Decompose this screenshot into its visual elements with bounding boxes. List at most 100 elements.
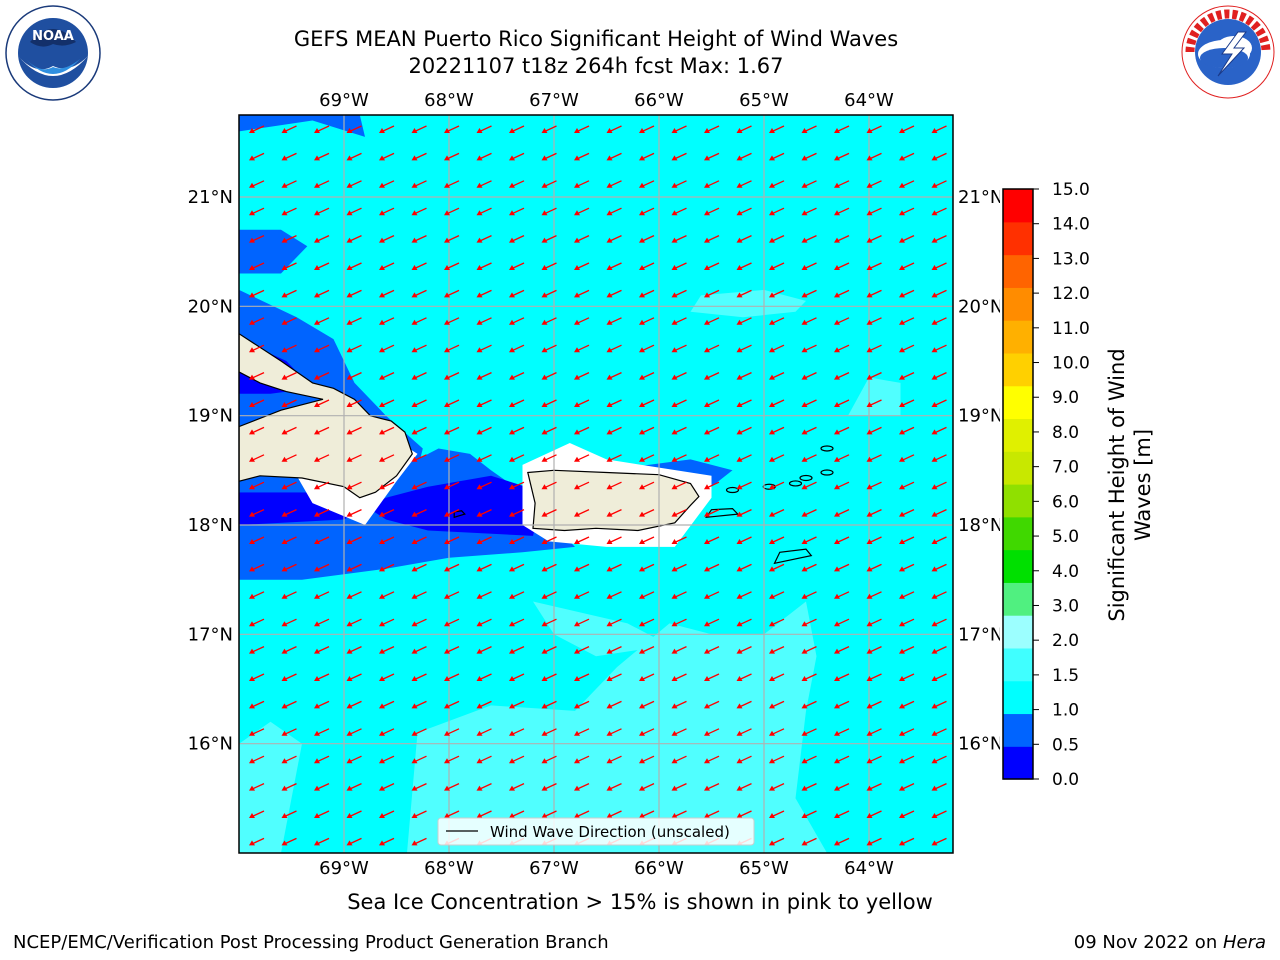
wave-arrow-head	[639, 429, 645, 435]
wave-arrow-head	[574, 347, 580, 353]
colorbar-segment	[1003, 484, 1033, 518]
wave-arrow-head	[509, 292, 515, 298]
wave-arrow-head	[411, 484, 418, 490]
wave-arrow-head	[931, 265, 938, 270]
wave-arrow-head	[899, 484, 905, 490]
wave-arrow-head	[931, 128, 938, 133]
wave-arrow-head	[541, 456, 548, 462]
wave-arrow-head	[639, 785, 645, 791]
wave-arrow-head	[574, 402, 580, 407]
wave-arrow-head	[769, 456, 775, 462]
wave-arrow-head	[606, 785, 613, 791]
wave-arrow-head	[281, 128, 288, 133]
colorbar-segment	[1003, 418, 1033, 452]
lat-tick-left: 21°N	[188, 187, 233, 208]
wave-arrow-head	[574, 237, 580, 243]
wave-arrow-head	[346, 155, 353, 161]
wave-arrow-head	[574, 785, 580, 791]
colorbar-segment	[1003, 221, 1033, 256]
wave-arrow-head	[411, 265, 418, 270]
wave-arrow-head	[379, 210, 385, 216]
wave-patch-1p5m-west	[239, 721, 302, 853]
colorbar-tick-label: 9.0	[1052, 388, 1079, 408]
colorbar-tick-label: 6.0	[1052, 492, 1079, 512]
wave-arrow-head	[411, 374, 418, 380]
wave-arrow-head	[411, 155, 418, 161]
wave-arrow-head	[704, 155, 710, 161]
wave-arrow-head	[736, 703, 743, 709]
wave-arrow-head	[509, 210, 515, 216]
wave-arrow-head	[931, 813, 938, 818]
wave-arrow-head	[541, 237, 548, 243]
colorbar-label-line2: Waves [m]	[1131, 429, 1155, 541]
wave-arrow-head	[509, 402, 515, 407]
colorbar-segment	[1003, 352, 1033, 387]
wave-arrow-head	[379, 402, 385, 407]
lon-tick-bottom: 67°W	[529, 858, 579, 879]
wave-arrow-head	[606, 182, 613, 188]
wave-arrow-head	[704, 593, 710, 599]
wave-arrow-head	[931, 621, 938, 627]
wave-arrow-head	[639, 648, 645, 654]
date-stamp: 09 Nov 2022 on Hera	[1074, 932, 1266, 953]
wave-arrow-head	[411, 402, 418, 407]
wave-arrow-head	[639, 128, 645, 133]
wave-arrow-head	[379, 813, 385, 818]
wave-arrow-head	[249, 429, 255, 435]
wave-arrow-head	[769, 429, 775, 435]
wave-arrow-head	[574, 155, 580, 161]
wave-arrow-head	[704, 621, 710, 627]
colorbar-segment	[1003, 189, 1033, 223]
wave-arrow-head	[834, 237, 840, 243]
wave-arrow-head	[281, 210, 288, 216]
wave-arrow-head	[574, 539, 580, 544]
wave-arrow-head	[834, 785, 840, 791]
wave-arrow-head	[346, 593, 353, 599]
wave-arrow-head	[346, 566, 353, 572]
lon-tick-top: 68°W	[424, 90, 474, 111]
wave-arrow-head	[314, 402, 320, 407]
wave-arrow-head	[346, 730, 353, 736]
colorbar-segment	[1003, 287, 1033, 321]
wave-arrow-head	[736, 539, 743, 544]
wave-arrow-head	[249, 813, 255, 818]
wave-arrow-head	[671, 237, 678, 243]
wave-arrow-head	[346, 785, 353, 791]
wave-arrow-head	[769, 676, 775, 681]
wave-arrow-head	[704, 703, 710, 709]
wave-arrow-head	[281, 813, 288, 818]
wave-arrow-head	[639, 155, 645, 161]
wave-arrow-head	[671, 648, 678, 654]
lat-tick-left: 18°N	[188, 515, 233, 536]
wave-arrow-head	[639, 593, 645, 599]
wave-arrow-head	[509, 703, 515, 709]
wave-arrow-head	[379, 676, 385, 681]
wave-arrow-head	[866, 374, 873, 380]
wave-arrow-head	[639, 484, 645, 490]
wave-arrow-head	[671, 621, 678, 627]
machine-name: Hera	[1222, 932, 1266, 953]
lat-tick-left: 17°N	[188, 624, 233, 645]
wave-arrow-head	[281, 429, 288, 435]
wave-arrow-head	[671, 319, 678, 325]
wave-arrow-head	[769, 758, 775, 764]
lat-tick-left: 20°N	[188, 296, 233, 317]
wave-arrow-head	[899, 237, 905, 243]
colorbar-tick-label: 7.0	[1052, 458, 1079, 478]
colorbar-label: Significant Height of WindWaves [m]	[1105, 348, 1155, 621]
wave-arrow-head	[834, 128, 840, 133]
wave-arrow-head	[769, 539, 775, 544]
wave-arrow-head	[379, 128, 385, 133]
wave-arrow-head	[411, 539, 418, 544]
wave-arrow-head	[606, 676, 613, 681]
lat-tick-left: 19°N	[188, 406, 233, 427]
wave-arrow-head	[606, 484, 613, 490]
wave-arrow-head	[931, 210, 938, 216]
wave-arrow-head	[736, 648, 743, 654]
wave-arrow-head	[509, 621, 515, 627]
wave-arrow-head	[801, 676, 808, 681]
wave-patch-1p5m-north	[690, 289, 806, 318]
nws-logo	[1181, 5, 1275, 99]
wave-arrow-head	[769, 511, 775, 517]
wave-arrow-head	[411, 566, 418, 572]
